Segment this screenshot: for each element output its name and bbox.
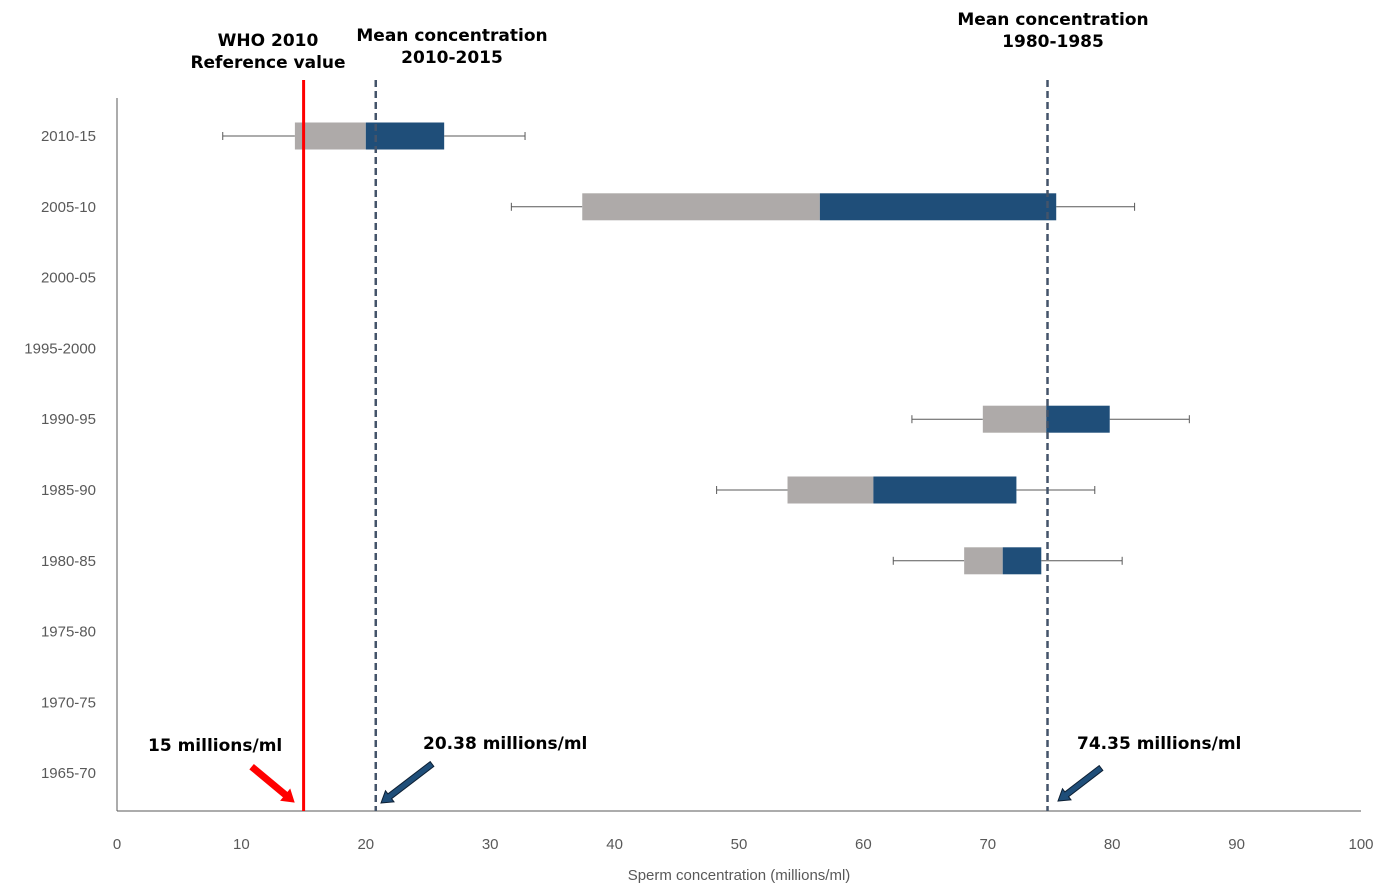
mean-1980-title-line-2: 1980-1985 [953,31,1153,53]
x-tick-label: 80 [1104,836,1121,853]
y-category-label: 1975-80 [41,624,96,641]
box-upper [873,477,1016,504]
blue-arrow-icon [381,762,434,803]
x-tick-label: 10 [233,836,250,853]
box-upper [1003,547,1042,574]
who-title-line-2: Reference value [188,52,348,74]
mean-2010-2015-title: Mean concentration 2010-2015 [352,25,552,69]
box-upper [820,193,1056,220]
box-lower [582,193,820,220]
mean-1980-1985-title: Mean concentration 1980-1985 [953,9,1153,53]
y-category-label: 2000-05 [41,270,96,287]
mean-1980-value-label: 74.35 millions/ml [1077,733,1241,755]
y-category-label: 1970-75 [41,694,96,711]
x-tick-label: 20 [357,836,374,853]
who-value-label: 15 millions/ml [148,735,282,757]
x-tick-label: 40 [606,836,623,853]
x-tick-label: 30 [482,836,499,853]
box-lower [983,406,1046,433]
plot-area: 0 10 20 30 40 50 60 70 80 90 100 Sperm concentratio… [24,80,1373,884]
who-title-line-1: WHO 2010 [188,30,348,52]
box-lower [295,123,366,150]
y-category-label: 1965-70 [41,765,96,782]
box-lower [788,477,874,504]
red-arrow-icon [250,765,294,802]
mean-1980-title-line-1: Mean concentration [953,9,1153,31]
blue-arrow-icon [1058,766,1103,801]
x-tick-label: 70 [979,836,996,853]
y-category-label: 1995-2000 [24,340,96,357]
y-category-label: 1990-95 [41,411,96,428]
mean-2010-title-line-2: 2010-2015 [352,47,552,69]
box-upper [1046,406,1109,433]
x-axis-title: Sperm concentration (millions/ml) [628,867,851,884]
who-reference-title: WHO 2010 Reference value [188,30,348,74]
box-upper [366,123,444,150]
y-category-label: 2010-15 [41,128,96,145]
x-tick-label: 50 [731,836,748,853]
x-tick-label: 90 [1228,836,1245,853]
y-category-label: 1985-90 [41,482,96,499]
y-category-label: 2005-10 [41,199,96,216]
x-tick-label: 0 [113,836,121,853]
x-tick-label: 60 [855,836,872,853]
mean-2010-value-label: 20.38 millions/ml [423,733,587,755]
mean-2010-title-line-1: Mean concentration [352,25,552,47]
y-category-label: 1980-85 [41,553,96,570]
x-tick-label: 100 [1348,836,1373,853]
box-lower [964,547,1003,574]
